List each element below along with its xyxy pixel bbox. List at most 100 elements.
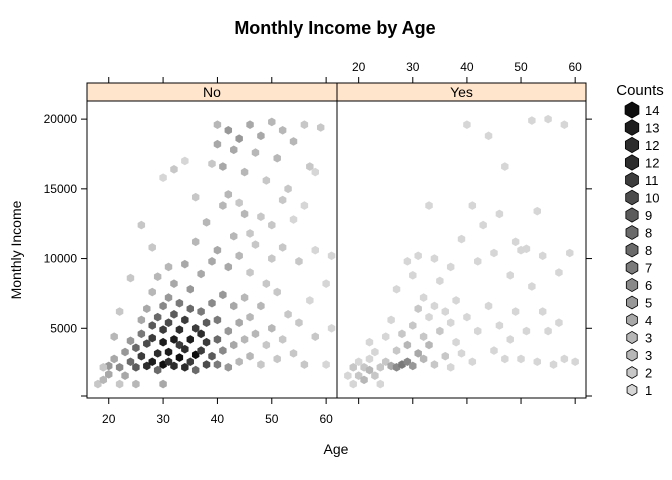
hex-bin <box>268 220 276 230</box>
hex-bin <box>208 159 216 169</box>
legend-label: 2 <box>645 366 652 381</box>
x-tick-label-top: 30 <box>406 60 420 74</box>
hex-bin <box>560 120 569 129</box>
hex-bin <box>191 237 200 247</box>
hex-bin <box>105 370 113 379</box>
strip-label: No <box>203 84 221 100</box>
hex-bin <box>191 192 200 202</box>
hex-bin <box>289 215 298 224</box>
hex-bin <box>191 365 200 375</box>
hex-bin <box>115 363 124 372</box>
legend-label: 12 <box>645 138 659 153</box>
hex-bin <box>436 276 444 286</box>
hex-bin <box>262 176 271 185</box>
hex-bin <box>159 173 167 182</box>
hex-bin <box>213 245 222 255</box>
hex-bin <box>327 323 336 333</box>
hex-bin <box>419 293 428 302</box>
hex-bin <box>452 296 460 305</box>
hex-bin <box>484 131 493 141</box>
hex-bin <box>371 347 379 357</box>
hex-bin <box>257 301 265 311</box>
hex-bin <box>273 287 281 297</box>
hex-bin <box>240 209 249 219</box>
panel-yes: Yes <box>336 82 587 399</box>
y-tick-label: 15000 <box>44 182 78 196</box>
hex-bin <box>235 357 243 367</box>
hex-bin <box>344 371 352 380</box>
hex-bin <box>376 363 385 372</box>
hex-bin <box>132 343 140 353</box>
x-tick-label-top: 40 <box>460 60 474 74</box>
hex-bin <box>230 145 238 155</box>
hex-bin <box>230 231 238 241</box>
legend-label: 6 <box>645 278 652 293</box>
hex-bin <box>544 114 552 124</box>
x-tick-label-top: 60 <box>568 60 582 74</box>
x-tick-label-top: 20 <box>352 60 366 74</box>
hex-bin <box>121 371 129 380</box>
hex-bin <box>219 290 227 300</box>
hex-bin <box>511 237 520 247</box>
hex-bin <box>528 116 536 125</box>
hex-bin <box>224 326 233 336</box>
hex-bin <box>246 120 254 129</box>
hex-bin <box>360 375 368 385</box>
hex-bin <box>148 287 156 297</box>
hex-bin <box>474 326 482 336</box>
hex-bin <box>430 301 439 311</box>
hex-bin <box>441 307 449 316</box>
hex-bin <box>490 248 498 258</box>
hex-bin <box>208 351 216 361</box>
hex-bin <box>251 240 260 249</box>
hex-bin <box>278 125 287 135</box>
hex-bin <box>522 244 531 254</box>
legend-hex <box>626 313 638 327</box>
legend-label: 4 <box>645 313 652 328</box>
hex-bin <box>538 251 547 261</box>
hex-bin <box>566 248 574 258</box>
hex-bin <box>240 335 249 344</box>
hex-bin <box>115 307 124 316</box>
hex-bin <box>148 321 156 330</box>
hex-bin <box>262 340 271 350</box>
hex-bin <box>181 363 189 372</box>
hex-bin <box>170 310 178 319</box>
hex-bin <box>246 351 254 361</box>
hex-bin <box>273 354 281 364</box>
hex-bin <box>311 332 319 341</box>
chart-title: Monthly Income by Age <box>234 18 435 38</box>
hex-bin <box>170 361 178 371</box>
hex-bin <box>409 271 417 280</box>
hex-bin <box>452 337 460 347</box>
legend-label: 12 <box>645 156 659 171</box>
legend-label: 11 <box>645 173 659 188</box>
hex-bin <box>164 293 173 302</box>
hex-bin <box>164 262 173 272</box>
hex-bin <box>164 347 173 357</box>
hex-bin <box>425 201 433 210</box>
legend-label: 8 <box>645 243 652 258</box>
hex-bin <box>224 190 233 199</box>
hex-bin <box>284 184 292 194</box>
legend-hex <box>625 207 639 223</box>
hex-bin <box>181 259 189 269</box>
hex-bin <box>110 354 118 364</box>
hex-bin <box>186 304 194 314</box>
hex-bin <box>268 117 276 127</box>
hex-bin <box>170 279 178 288</box>
hex-bin <box>202 318 211 327</box>
hex-bin <box>202 218 211 227</box>
outer-frame <box>86 82 587 399</box>
hex-bin <box>197 269 205 279</box>
hex-bin <box>219 162 227 171</box>
hex-bin <box>403 257 412 266</box>
hex-bin <box>137 315 146 325</box>
hex-bin <box>387 315 395 325</box>
hex-bin <box>463 120 471 129</box>
hex-bin <box>300 360 309 369</box>
hex-bin <box>197 346 205 355</box>
legend-hex <box>625 225 639 240</box>
hex-bin <box>181 315 189 325</box>
